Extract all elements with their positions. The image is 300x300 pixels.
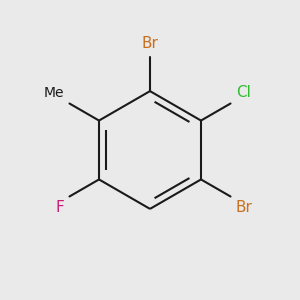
Text: Br: Br [142, 36, 158, 51]
Text: Cl: Cl [236, 85, 251, 100]
Text: Me: Me [44, 86, 64, 100]
Text: F: F [56, 200, 64, 214]
Text: Br: Br [236, 200, 253, 214]
